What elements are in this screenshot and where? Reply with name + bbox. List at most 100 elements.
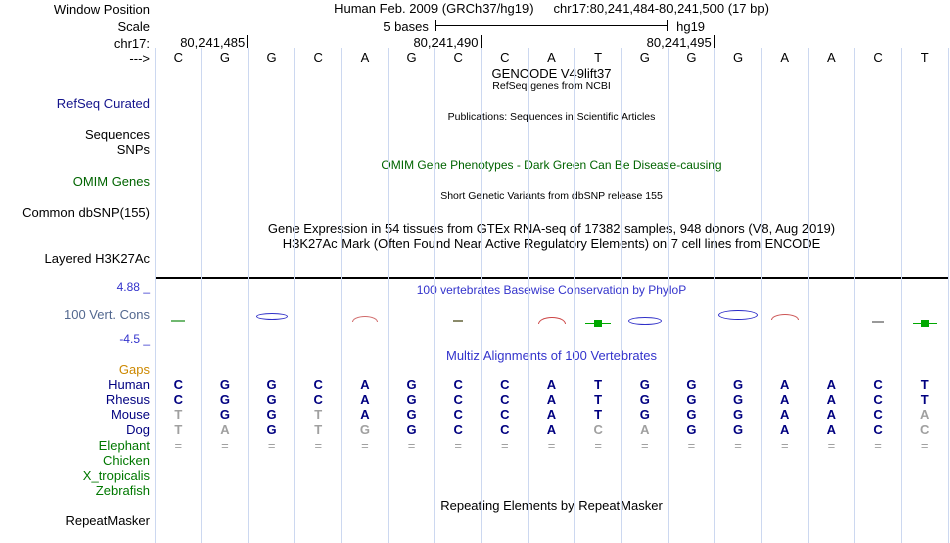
grid-line xyxy=(947,48,949,543)
track-label-sequences[interactable]: Sequences xyxy=(84,127,150,142)
phylop-max-value-label: 4.88 _ xyxy=(116,280,150,294)
align-base: A xyxy=(780,392,790,408)
genome-assembly-label: hg19 xyxy=(676,19,706,34)
strand-arrow-label: ---> xyxy=(129,51,150,66)
phylop-glyph xyxy=(453,320,464,322)
track-title-publications[interactable]: Publications: Sequences in Scientific Ar… xyxy=(447,111,656,123)
track-subtitle-refseq[interactable]: RefSeq genes from NCBI xyxy=(492,80,611,92)
phylop-glyph xyxy=(171,320,186,322)
align-base: C xyxy=(500,407,510,423)
align-base: A xyxy=(826,392,837,408)
grid-line xyxy=(434,48,436,543)
base-letter: A xyxy=(780,50,790,65)
track-title-h3k27ac[interactable]: H3K27Ac Mark (Often Found Near Active Re… xyxy=(282,236,821,251)
track-label-repeatmasker[interactable]: RepeatMasker xyxy=(65,513,150,528)
grid-line xyxy=(667,48,669,543)
align-base: A xyxy=(826,377,837,393)
track-title-multiz[interactable]: Multiz Alignments of 100 Vertebrates xyxy=(445,348,657,363)
base-letter: C xyxy=(173,50,183,65)
align-base: T xyxy=(920,377,929,393)
align-base: C xyxy=(500,422,510,438)
track-title-gtex[interactable]: Gene Expression in 54 tissues from GTEx … xyxy=(267,221,836,236)
align-base: C xyxy=(453,392,463,408)
track-title-dbsnp[interactable]: Short Genetic Variants from dbSNP releas… xyxy=(440,190,663,202)
assembly-title: Human Feb. 2009 (GRCh37/hg19) xyxy=(334,1,534,16)
track-title-phylop[interactable]: 100 vertebrates Basewise Conservation by… xyxy=(416,283,687,297)
species-label-elephant[interactable]: Elephant xyxy=(98,437,150,453)
track-title-omim[interactable]: OMIM Gene Phenotypes - Dark Green Can Be… xyxy=(381,158,722,172)
align-base: T xyxy=(920,392,929,408)
species-label-chicken[interactable]: Chicken xyxy=(103,452,150,468)
align-base: G xyxy=(686,407,697,423)
align-base: C xyxy=(873,422,883,438)
align-base: = xyxy=(361,437,369,453)
align-base: = xyxy=(687,437,696,453)
base-letter: A xyxy=(360,50,370,65)
align-base: A xyxy=(360,377,370,393)
grid-line xyxy=(574,48,576,543)
align-base: = xyxy=(827,437,836,453)
species-label-rhesus[interactable]: Rhesus xyxy=(105,392,150,408)
grid-line xyxy=(341,48,343,543)
align-base: A xyxy=(826,422,837,438)
align-base: C xyxy=(873,377,883,393)
align-base: C xyxy=(173,377,183,393)
base-letter: A xyxy=(547,50,556,65)
align-base: = xyxy=(267,437,276,453)
align-base: C xyxy=(313,377,323,393)
align-base: C xyxy=(453,422,463,438)
species-label-gaps[interactable]: Gaps xyxy=(118,362,150,377)
species-label-dog[interactable]: Dog xyxy=(126,422,150,438)
align-base: A xyxy=(546,422,557,438)
track-label-layered-h3k27ac[interactable]: Layered H3K27Ac xyxy=(44,251,150,266)
align-base: C xyxy=(500,377,510,393)
species-label-human[interactable]: Human xyxy=(108,377,150,393)
track-label-common-dbsnp[interactable]: Common dbSNP(155) xyxy=(22,205,150,220)
track-label-snps[interactable]: SNPs xyxy=(116,142,150,157)
scale-bar-left-tick xyxy=(434,20,436,31)
base-letter: A xyxy=(827,50,836,65)
align-base: G xyxy=(406,377,417,393)
grid-line xyxy=(154,48,156,543)
species-label-mouse[interactable]: Mouse xyxy=(110,407,150,423)
species-label-x_tropicalis[interactable]: X_tropicalis xyxy=(82,467,150,483)
align-base: C xyxy=(453,407,463,423)
align-base: A xyxy=(546,392,557,408)
track-label-100-vert-cons[interactable]: 100 Vert. Cons xyxy=(64,307,150,322)
ruler-tick xyxy=(247,35,249,48)
align-base: G xyxy=(639,392,650,408)
grid-line xyxy=(387,48,389,543)
species-label-zebrafish[interactable]: Zebrafish xyxy=(95,482,150,498)
align-base: = xyxy=(594,437,602,453)
ruler-coordinate: 80,241,495 xyxy=(646,35,712,50)
align-base: A xyxy=(919,407,930,423)
grid-line xyxy=(247,48,249,543)
align-base: T xyxy=(314,407,323,423)
align-base: C xyxy=(173,392,183,408)
align-base: G xyxy=(266,377,277,393)
grid-line xyxy=(201,48,203,543)
phylop-glyph xyxy=(351,316,378,322)
base-letter: T xyxy=(594,50,603,65)
scale-label: Scale xyxy=(117,19,150,34)
track-label-omim-genes[interactable]: OMIM Genes xyxy=(72,174,150,189)
align-base: T xyxy=(314,422,323,438)
align-base: T xyxy=(594,377,603,393)
track-title-gencode[interactable]: GENCODE V49lift37 xyxy=(491,66,612,81)
track-separator-line xyxy=(155,277,948,279)
base-letter: G xyxy=(733,50,744,65)
ruler-coordinate: 80,241,485 xyxy=(180,35,246,50)
align-base: C xyxy=(500,392,510,408)
align-base: G xyxy=(406,392,417,408)
align-base: A xyxy=(360,407,370,423)
align-base: G xyxy=(359,422,370,438)
base-letter: G xyxy=(406,50,417,65)
track-label-refseq-curated[interactable]: RefSeq Curated xyxy=(56,96,150,111)
align-base: C xyxy=(873,392,883,408)
scale-bar-line xyxy=(434,25,669,26)
align-base: = xyxy=(874,437,882,453)
track-title-repeatmasker[interactable]: Repeating Elements by RepeatMasker xyxy=(440,498,663,513)
align-base: = xyxy=(501,437,509,453)
base-letter: G xyxy=(686,50,697,65)
scale-bar-right-tick xyxy=(667,20,669,31)
